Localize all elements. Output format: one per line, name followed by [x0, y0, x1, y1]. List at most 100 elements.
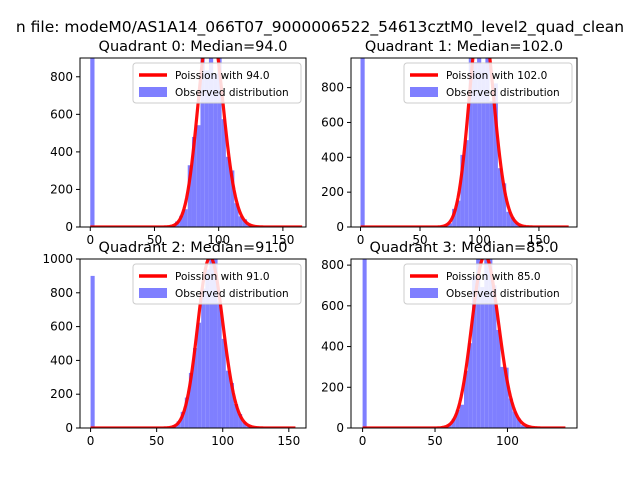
quadrant-2-panel: 0 50 100 150 0 200 400 600 800 1000 Quadrant 2: Me… [42, 240, 307, 448]
y-tick-label: 200 [50, 387, 73, 401]
histogram-bar [516, 418, 521, 428]
x-tick-label: 0 [87, 434, 95, 448]
y-tick-label: 600 [50, 320, 73, 334]
histogram-bar [493, 83, 498, 227]
histogram-bar [183, 209, 188, 227]
histogram-bar [464, 140, 469, 227]
legend-observed-label: Observed distribution [446, 87, 560, 99]
histogram-bar [179, 215, 184, 227]
legend-poisson-label: Poission with 85.0 [446, 271, 541, 283]
legend-box [132, 62, 302, 104]
histogram-bar [204, 70, 209, 227]
quadrant-1-title: Quadrant 1: Median=102.0 [365, 39, 563, 55]
histogram-bar [208, 58, 214, 227]
y-tick-label: 0 [65, 421, 73, 435]
poisson-curve [362, 259, 566, 428]
axes-frame [350, 258, 578, 429]
histogram-bar [510, 217, 515, 227]
histogram-bar [225, 370, 230, 428]
legend-observed-label: Observed distribution [175, 288, 289, 300]
histogram-bar [484, 259, 489, 428]
figure-title: n file: modeM0/AS1A14_066T07_9000006522_… [16, 18, 624, 37]
histogram-bar [459, 404, 464, 428]
x-tick-label: 0 [359, 434, 367, 448]
quadrant-3-title: Quadrant 3: Median=85.0 [370, 240, 559, 256]
histogram-bar [455, 409, 460, 428]
histogram-bar [90, 275, 95, 428]
axes-frame [79, 258, 307, 429]
y-tick-label: 400 [321, 340, 344, 354]
axes-frame [350, 57, 578, 228]
histogram-bar [188, 372, 193, 428]
histogram-bar [488, 259, 493, 428]
histogram-bar [485, 58, 490, 227]
legend-observed-swatch [139, 87, 167, 97]
histogram-bar [184, 397, 189, 428]
axes-frame [79, 57, 307, 228]
histogram-bar [238, 414, 243, 428]
histogram-bar [197, 322, 202, 428]
legend-box [132, 263, 302, 305]
histogram-bar [221, 338, 226, 428]
x-tick-label: 100 [207, 233, 230, 247]
quadrant-0-title: Quadrant 0: Median=94.0 [99, 39, 288, 55]
x-tick-label: 50 [427, 434, 442, 448]
histogram-bar [201, 288, 206, 428]
quadrant-1-panel: 0 50 100 150 0 200 400 600 800 Quadrant 1: Median… [321, 39, 578, 247]
y-tick-label: 0 [336, 421, 344, 435]
y-tick-label: 400 [321, 150, 344, 164]
x-tick-label: 100 [468, 233, 491, 247]
x-tick-label: 100 [496, 434, 519, 448]
histogram-bar [229, 382, 234, 428]
histogram-bar [217, 301, 222, 428]
histogram-bar [209, 259, 214, 428]
x-tick-label: 150 [271, 233, 294, 247]
histogram-bar [234, 203, 239, 227]
legend-observed-swatch [410, 87, 438, 97]
y-tick-label: 800 [321, 258, 344, 272]
histogram-bar [213, 73, 218, 227]
histogram-bar [225, 156, 231, 227]
histogram-bar [196, 125, 201, 227]
histogram-bar [217, 58, 222, 227]
x-tick-label: 0 [357, 233, 365, 247]
histogram-bar [200, 58, 205, 227]
histogram-bar [468, 58, 473, 227]
legend-box [403, 263, 573, 305]
y-tick-label: 200 [321, 185, 344, 199]
y-tick-label: 0 [65, 220, 73, 234]
legend-observed-swatch [139, 288, 167, 298]
histogram-bar [472, 276, 477, 428]
histogram-bar [360, 58, 365, 227]
histogram-bar [238, 216, 243, 227]
histogram-bar [205, 269, 210, 428]
legend-box [403, 62, 573, 104]
quadrant-2-title: Quadrant 2: Median=91.0 [99, 240, 288, 256]
histogram-bar [242, 422, 247, 428]
histogram-bar [460, 154, 465, 227]
legend-poisson-label: Poission with 94.0 [175, 70, 270, 82]
histogram-bar [447, 223, 453, 227]
x-tick-label: 50 [147, 233, 162, 247]
x-tick-label: 100 [211, 434, 234, 448]
legend-poisson-label: Poission with 91.0 [175, 271, 270, 283]
y-tick-label: 400 [50, 145, 73, 159]
histogram-bar [492, 285, 497, 428]
histogram-bar [452, 208, 457, 227]
histogram-bar [180, 411, 185, 428]
legend-observed-label: Observed distribution [446, 288, 560, 300]
y-tick-label: 800 [50, 70, 73, 84]
histogram-bar [233, 404, 239, 428]
histogram-bar [464, 370, 469, 428]
histogram-bar [456, 200, 461, 227]
histogram-bar [187, 165, 192, 227]
x-tick-label: 50 [149, 434, 164, 448]
legend: Poission with 85.0 Observed distribution [403, 263, 573, 305]
histogram-bar [500, 366, 505, 428]
histogram-bar [477, 58, 482, 227]
legend: Poission with 91.0 Observed distribution [132, 263, 302, 305]
y-tick-label: 600 [321, 115, 344, 129]
x-tick-label: 150 [277, 434, 300, 448]
y-tick-label: 400 [50, 353, 73, 367]
